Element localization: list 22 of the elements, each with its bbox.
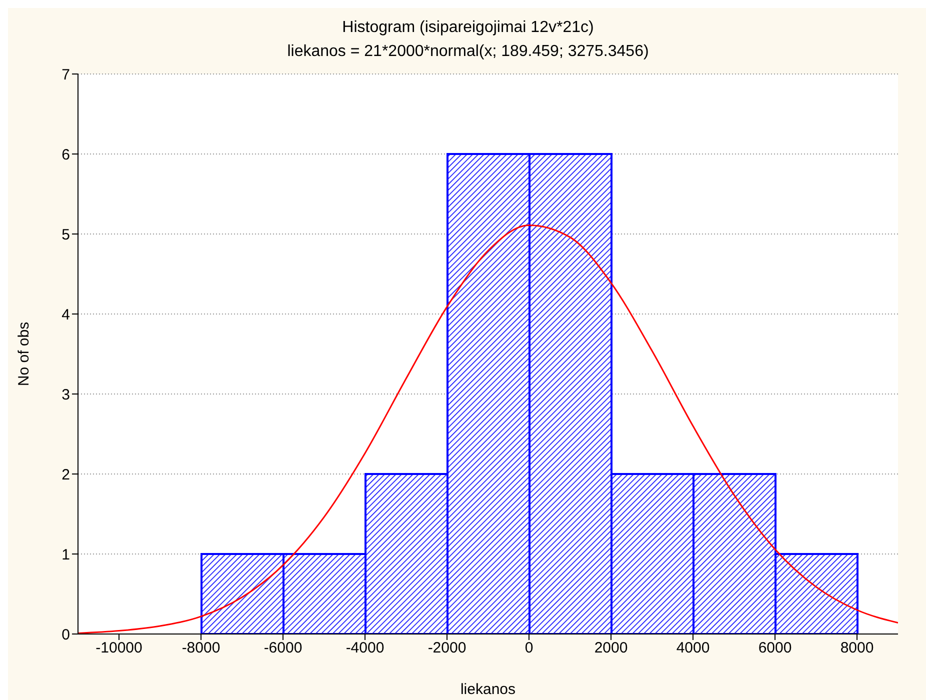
chart-subtitle: liekanos = 21*2000*normal(x; 189.459; 3275.3456) bbox=[286, 42, 650, 62]
x-tick-label: 4000 bbox=[676, 640, 710, 657]
chart-title: Histogram (isipareigojimai 12v*21c) bbox=[341, 18, 595, 38]
y-tick-label: 7 bbox=[62, 66, 70, 84]
x-tick-label: -8000 bbox=[182, 640, 220, 657]
x-tick-label: -4000 bbox=[346, 640, 384, 657]
y-tick-label: 0 bbox=[62, 626, 70, 644]
y-tick-label: 5 bbox=[62, 226, 70, 244]
x-tick-label: -2000 bbox=[428, 640, 466, 657]
y-tick-label: 2 bbox=[62, 466, 70, 484]
x-tick-label: 6000 bbox=[758, 640, 792, 657]
y-axis-title: No of obs bbox=[15, 322, 32, 386]
y-tick-label: 6 bbox=[62, 146, 70, 164]
x-tick-label: -10000 bbox=[96, 640, 142, 657]
y-tick-label: 1 bbox=[62, 546, 70, 564]
x-tick-label: 2000 bbox=[594, 640, 628, 657]
y-tick-label: 4 bbox=[62, 306, 70, 324]
x-tick-label: 0 bbox=[524, 640, 534, 657]
x-tick-label: -6000 bbox=[264, 640, 302, 657]
y-tick-label: 3 bbox=[62, 386, 70, 404]
x-tick-label: 8000 bbox=[840, 640, 874, 657]
x-axis-title: liekanos bbox=[460, 681, 516, 698]
